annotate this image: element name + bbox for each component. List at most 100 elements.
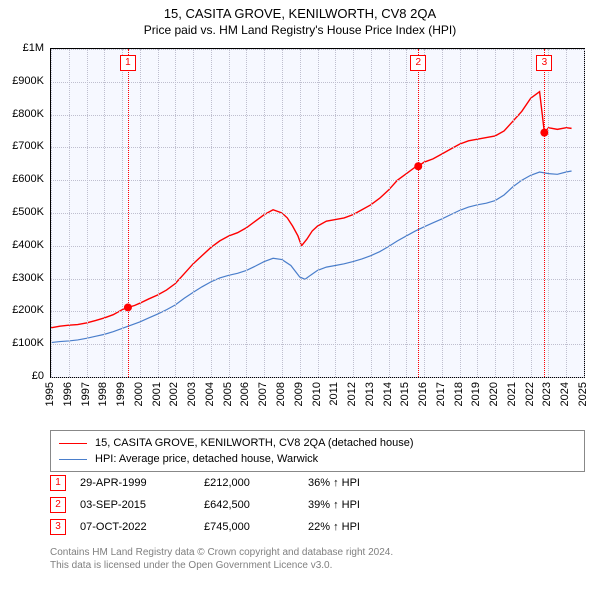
footer-line1: Contains HM Land Registry data © Crown c… (50, 546, 585, 559)
gridline-v (193, 49, 194, 377)
gridline-v (246, 49, 247, 377)
transaction-line (544, 49, 545, 377)
gridline-v (264, 49, 265, 377)
x-tick-label: 2014 (382, 382, 394, 406)
y-tick-label: £900K (12, 75, 44, 87)
gridline-v (229, 49, 230, 377)
gridline-v (69, 49, 70, 377)
txn-row-price: £212,000 (204, 477, 294, 489)
gridline-v (442, 49, 443, 377)
transaction-line (418, 49, 419, 377)
txn-row-badge: 3 (50, 519, 66, 535)
x-tick-label: 1996 (62, 382, 74, 406)
x-tick-label: 2020 (488, 382, 500, 406)
y-tick-label: £700K (12, 140, 44, 152)
gridline-v (335, 49, 336, 377)
x-tick-label: 2007 (257, 382, 269, 406)
gridline-v (424, 49, 425, 377)
x-tick-label: 2024 (559, 382, 571, 406)
txn-row-date: 03-SEP-2015 (80, 499, 190, 511)
transaction-badge: 3 (536, 55, 552, 71)
x-tick-label: 1999 (115, 382, 127, 406)
y-axis: £0£100K£200K£300K£400K£500K£600K£700K£80… (0, 48, 48, 378)
x-tick-label: 2025 (577, 382, 589, 406)
page: 15, CASITA GROVE, KENILWORTH, CV8 2QA Pr… (0, 0, 600, 590)
transaction-line (128, 49, 129, 377)
plot-area: 1 2 3 (50, 48, 585, 378)
x-tick-label: 1997 (80, 382, 92, 406)
gridline-v (282, 49, 283, 377)
y-tick-label: £600K (12, 173, 44, 185)
x-tick-label: 2012 (346, 382, 358, 406)
gridline-h (51, 377, 584, 378)
gridline-v (211, 49, 212, 377)
x-tick-label: 2009 (293, 382, 305, 406)
y-tick-label: £300K (12, 272, 44, 284)
x-tick-label: 1995 (44, 382, 56, 406)
txn-row: 1 29-APR-1999 £212,000 36% ↑ HPI (50, 472, 585, 494)
legend-label-a: 15, CASITA GROVE, KENILWORTH, CV8 2QA (d… (95, 437, 414, 449)
y-tick-label: £1M (23, 42, 44, 54)
gridline-v (513, 49, 514, 377)
footer: Contains HM Land Registry data © Crown c… (50, 546, 585, 572)
gridline-v (175, 49, 176, 377)
gridline-v (460, 49, 461, 377)
x-tick-label: 2015 (399, 382, 411, 406)
txn-row-pct: 22% ↑ HPI (308, 521, 408, 533)
chart-area: £0 £100K £200K £300K £400K £500K £600K £700K £80… (0, 42, 600, 430)
series-line (51, 92, 572, 328)
y-tick-label: £200K (12, 304, 44, 316)
gridline-v (406, 49, 407, 377)
x-tick-label: 2010 (311, 382, 323, 406)
gridline-v (531, 49, 532, 377)
gridline-v (389, 49, 390, 377)
txn-row-date: 29-APR-1999 (80, 477, 190, 489)
y-tick-label: £500K (12, 206, 44, 218)
gridline-v (140, 49, 141, 377)
x-tick-label: 2023 (541, 382, 553, 406)
gridline-v (371, 49, 372, 377)
x-tick-label: 2021 (506, 382, 518, 406)
gridline-v (495, 49, 496, 377)
x-tick-label: 2001 (151, 382, 163, 406)
x-tick-label: 2006 (239, 382, 251, 406)
legend: 15, CASITA GROVE, KENILWORTH, CV8 2QA (d… (50, 430, 585, 472)
legend-row-b: HPI: Average price, detached house, Warw… (59, 451, 576, 467)
gridline-v (51, 49, 52, 377)
gridline-v (158, 49, 159, 377)
x-tick-label: 2004 (204, 382, 216, 406)
transaction-badge: 2 (410, 55, 426, 71)
legend-label-b: HPI: Average price, detached house, Warw… (95, 453, 318, 465)
gridline-v (566, 49, 567, 377)
x-tick-label: 2022 (524, 382, 536, 406)
legend-swatch-a (59, 443, 87, 444)
transaction-table: 1 29-APR-1999 £212,000 36% ↑ HPI 2 03-SEP-201… (50, 472, 585, 538)
txn-row-badge: 1 (50, 475, 66, 491)
chart-title: 15, CASITA GROVE, KENILWORTH, CV8 2QA (0, 6, 600, 21)
gridline-v (353, 49, 354, 377)
y-tick-label: £400K (12, 239, 44, 251)
legend-row-a: 15, CASITA GROVE, KENILWORTH, CV8 2QA (d… (59, 435, 576, 451)
x-tick-label: 2011 (328, 382, 340, 406)
transaction-badge: 1 (120, 55, 136, 71)
gridline-v (104, 49, 105, 377)
gridline-v (87, 49, 88, 377)
x-tick-label: 2013 (364, 382, 376, 406)
footer-line2: This data is licensed under the Open Gov… (50, 559, 585, 572)
x-tick-label: 2005 (222, 382, 234, 406)
y-tick-label: £100K (12, 337, 44, 349)
txn-row-pct: 39% ↑ HPI (308, 499, 408, 511)
chart-subtitle: Price paid vs. HM Land Registry's House … (0, 23, 600, 37)
x-tick-label: 2002 (168, 382, 180, 406)
x-tick-label: 2003 (186, 382, 198, 406)
y-tick-label: £800K (12, 108, 44, 120)
x-tick-label: 2008 (275, 382, 287, 406)
txn-row: 307-OCT-2022£745,00022% ↑ HPI (50, 516, 585, 538)
x-axis: 1995199619971998199920002001200220032004… (50, 380, 585, 428)
txn-row-price: £745,000 (204, 521, 294, 533)
title-block: 15, CASITA GROVE, KENILWORTH, CV8 2QA Pr… (0, 0, 600, 37)
legend-swatch-b (59, 459, 87, 460)
txn-row-pct: 36% ↑ HPI (308, 477, 408, 489)
txn-row-badge: 2 (50, 497, 66, 513)
y-tick-label: £0 (32, 370, 44, 382)
